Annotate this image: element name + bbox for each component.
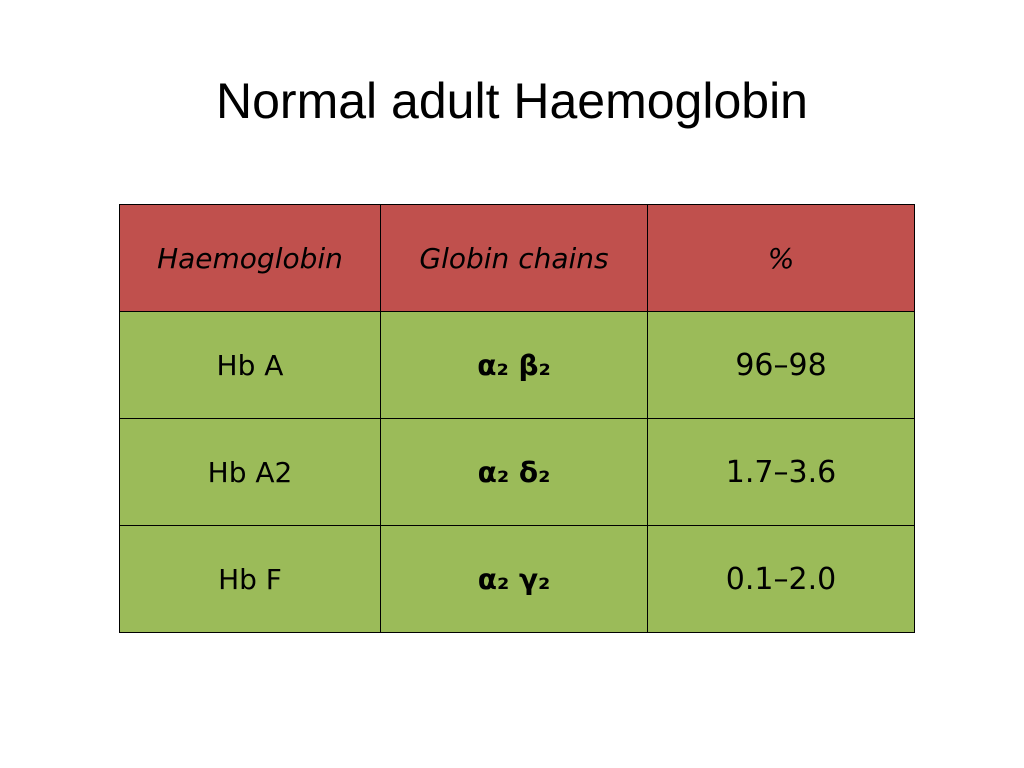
header-cell: Globin chains [380,204,648,312]
haemoglobin-table: Haemoglobin Globin chains % Hb A α₂ β₂ 9… [119,204,915,633]
header-cell: % [647,204,915,312]
cell: Hb F [119,525,381,633]
cell: Hb A [119,311,381,419]
cell: α₂ β₂ [380,311,648,419]
header-row: Haemoglobin Globin chains % [119,204,915,312]
cell: α₂ δ₂ [380,418,648,526]
cell: 0.1–2.0 [647,525,915,633]
cell: Hb A2 [119,418,381,526]
cell: α₂ γ₂ [380,525,648,633]
table-row: Hb A2 α₂ δ₂ 1.7–3.6 [119,418,915,526]
slide-title: Normal adult Haemoglobin [216,73,808,129]
table-row: Hb A α₂ β₂ 96–98 [119,311,915,419]
header-cell: Haemoglobin [119,204,381,312]
cell: 96–98 [647,311,915,419]
table-row: Hb F α₂ γ₂ 0.1–2.0 [119,525,915,633]
cell: 1.7–3.6 [647,418,915,526]
